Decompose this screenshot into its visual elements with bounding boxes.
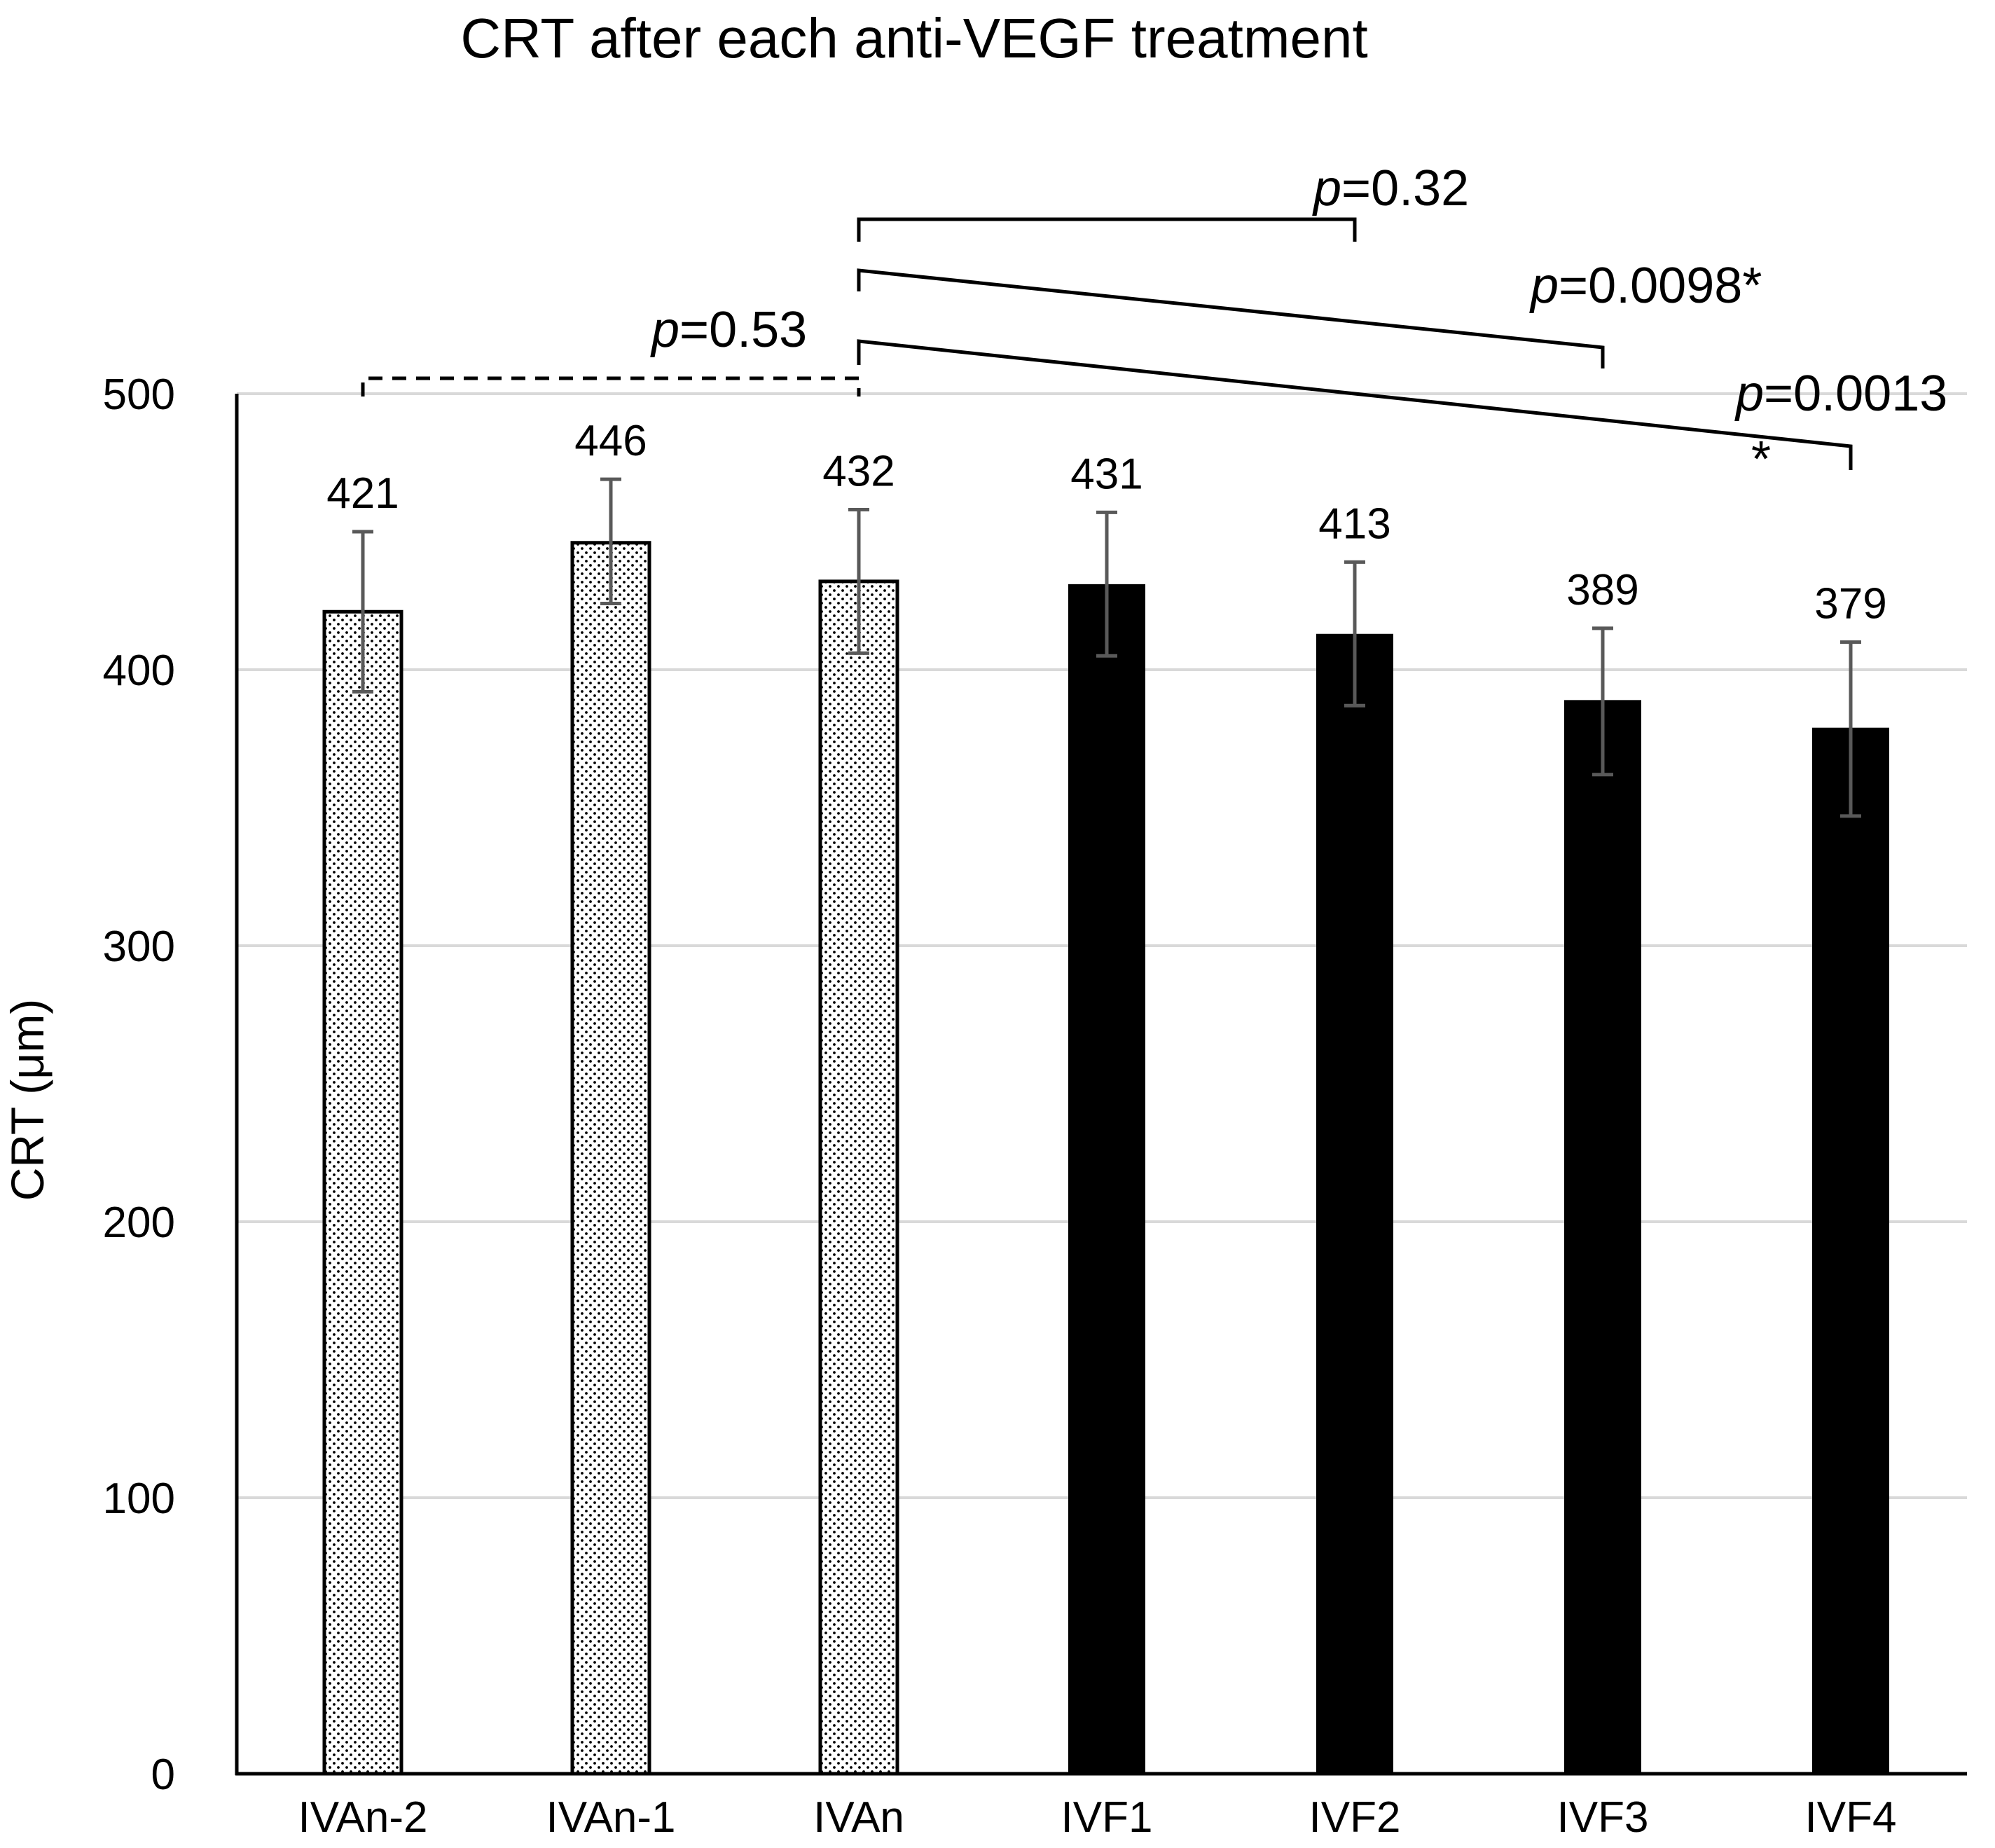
bar-ivf3: [1564, 700, 1641, 1774]
significance-annotations: p=0.53 p=0.32 p=0.0098* p=0.0013 *: [361, 160, 1947, 488]
data-label: 421: [326, 469, 399, 518]
x-tick-label: IVAn-2: [298, 1793, 428, 1842]
y-tick-label: 100: [103, 1475, 175, 1523]
significance-bracket: [857, 268, 1605, 368]
bar-ivf2: [1316, 633, 1393, 1774]
chart-title: CRT after each anti-VEGF treatment: [460, 7, 1367, 69]
bar-ivan-1: [570, 541, 651, 1776]
x-tick-label: IVF4: [1805, 1793, 1897, 1842]
x-tick-label: IVF1: [1061, 1793, 1153, 1842]
y-tick-label: 300: [103, 923, 175, 971]
error-bars: [352, 477, 1861, 818]
y-axis-ticks: 0 100 200 300 400 500: [103, 371, 175, 1799]
bar-ivan-2: [322, 609, 403, 1776]
data-label: 431: [1070, 450, 1143, 498]
p-value-label: p=0.0013: [1734, 366, 1947, 422]
y-axis-label: CRT (μm): [1, 999, 53, 1201]
data-label: 389: [1566, 566, 1638, 614]
y-tick-label: 200: [103, 1199, 175, 1247]
significance-star: *: [1751, 432, 1771, 488]
bars: [322, 541, 1889, 1776]
x-tick-label: IVAn-1: [546, 1793, 676, 1842]
x-axis-tick-labels: IVAn-2 IVAn-1 IVAn IVF1 IVF2 IVF3 IVF4: [298, 1793, 1897, 1842]
y-tick-label: 400: [103, 647, 175, 695]
data-label: 432: [822, 447, 895, 495]
y-tick-label: 500: [103, 371, 175, 419]
value-labels: 421 446 432 431 413 389 379: [326, 417, 1886, 628]
data-label: 379: [1814, 580, 1886, 628]
bar-ivf4: [1812, 727, 1889, 1774]
x-tick-label: IVF2: [1309, 1793, 1401, 1842]
significance-bracket: [361, 376, 861, 397]
p-value-label: p=0.32: [1312, 160, 1469, 216]
data-label: 413: [1318, 499, 1390, 548]
bar-ivan: [818, 579, 899, 1776]
axes: [235, 394, 1967, 1776]
x-tick-label: IVAn: [813, 1793, 904, 1842]
significance-bracket: [857, 217, 1357, 242]
significance-bracket: [857, 339, 1853, 470]
data-label: 446: [574, 417, 647, 465]
p-value-label: p=0.53: [650, 302, 807, 358]
x-tick-label: IVF3: [1557, 1793, 1649, 1842]
p-value-label: p=0.0098*: [1529, 258, 1762, 314]
bar-ivf1: [1068, 584, 1145, 1774]
y-tick-label: 0: [151, 1751, 175, 1799]
